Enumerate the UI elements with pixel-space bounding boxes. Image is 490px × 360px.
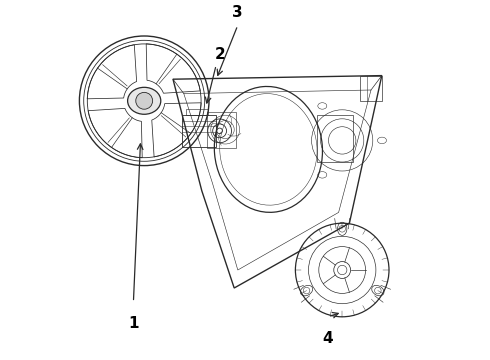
Text: 2: 2 (215, 46, 225, 62)
Circle shape (136, 93, 152, 109)
Text: 3: 3 (232, 5, 243, 20)
Text: 4: 4 (322, 331, 333, 346)
Text: 1: 1 (128, 316, 139, 332)
Ellipse shape (127, 87, 161, 114)
